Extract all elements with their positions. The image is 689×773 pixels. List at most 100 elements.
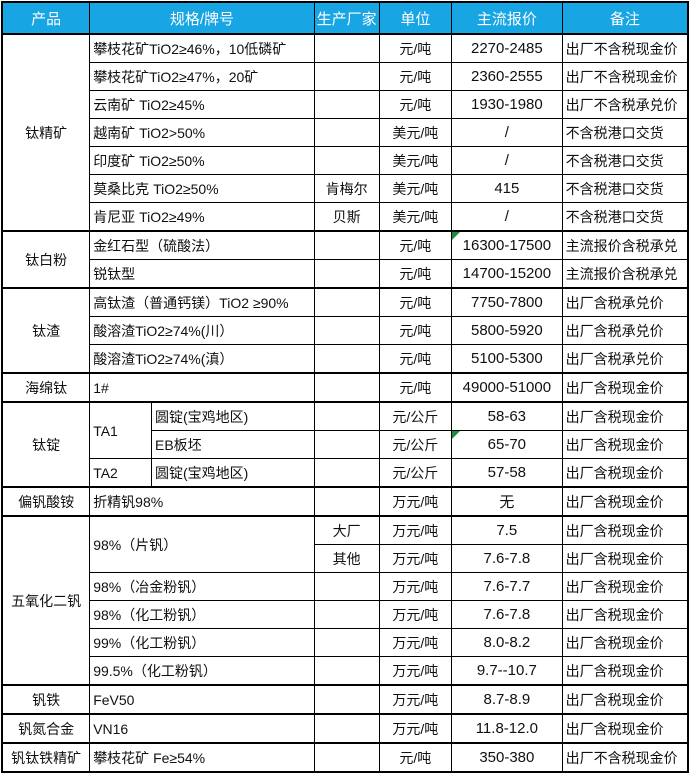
cell-note: 出厂含税现金价 — [561, 684, 689, 715]
table-row: 99.5%（化工粉钒） 万元/吨 9.7--10.7 出厂含税现金价 — [2, 656, 689, 686]
cell-price: 8.7-8.9 — [451, 684, 563, 715]
cell-spec: 印度矿 TiO2≥50% — [89, 146, 315, 175]
cell-price: 7750-7800 — [451, 287, 563, 317]
cell-unit: 元/吨 — [378, 230, 453, 260]
cell-note: 主流报价含税承兑 — [561, 259, 689, 289]
table-row: TA2 圆锭(宝鸡地区) 元/公斤 57-58 出厂含税现金价 — [2, 458, 689, 488]
cell-price: 49000-51000 — [451, 372, 563, 403]
cell-unit: 元/吨 — [378, 344, 453, 374]
cell-price: 65-70 — [451, 430, 563, 459]
cell-price: 14700-15200 — [451, 259, 563, 289]
cell-product: 钛锭 — [1, 401, 91, 488]
table-row: 偏钒酸铵 折精钒98% 万元/吨 无 出厂含税现金价 — [1, 486, 689, 517]
cell-price: / — [451, 202, 563, 232]
cell-unit: 元/吨 — [378, 742, 453, 773]
cell-unit: 元/吨 — [378, 259, 453, 289]
cell-grade: TA1 — [89, 401, 152, 459]
cell-maker — [313, 628, 380, 657]
table-row: 99%（化工粉钒） 万元/吨 8.0-8.2 出厂含税现金价 — [2, 628, 689, 657]
col-header-unit: 单位 — [378, 1, 453, 35]
table-row: 五氧化二钒 98%（片钒） 大厂 万元/吨 7.5 出厂含税现金价 — [1, 515, 689, 686]
cell-note: 出厂含税现金价 — [561, 515, 689, 545]
cell-unit: 元/吨 — [378, 33, 453, 63]
cell-price: 350-380 — [451, 742, 563, 773]
cell-maker — [313, 401, 380, 431]
table-row: 攀枝花矿TiO2≥47%，20矿 元/吨 2360-2555 出厂不含税现金价 — [2, 62, 689, 91]
table-row: 98%（化工粉钒） 万元/吨 7.6-7.8 出厂含税现金价 — [2, 600, 689, 629]
col-header-price: 主流报价 — [451, 1, 563, 35]
cell-note: 出厂含税承兑价 — [561, 344, 689, 374]
cell-spec: 越南矿 TiO2>50% — [89, 118, 315, 147]
cell-spec: 攀枝花矿TiO2≥47%，20矿 — [89, 62, 315, 91]
cell-price: 57-58 — [451, 458, 563, 488]
table-row: 锐钛型 元/吨 14700-15200 主流报价含税承兑 — [2, 259, 689, 289]
table-header-row: 产品 规格/牌号 生产厂家 单位 主流报价 备注 — [1, 1, 689, 35]
cell-spec: 1# — [89, 372, 315, 403]
cell-unit: 万元/吨 — [378, 684, 453, 715]
cell-unit: 美元/吨 — [378, 146, 453, 175]
cell-spec: 攀枝花矿TiO2≥46%，10低磷矿 — [89, 33, 315, 63]
cell-product: 钒钛铁精矿 — [1, 742, 91, 773]
cell-maker — [313, 430, 380, 459]
cell-note: 出厂不含税现金价 — [561, 62, 689, 91]
cell-note: 不含税港口交货 — [561, 202, 689, 232]
cell-maker — [313, 372, 380, 403]
cell-note: 出厂含税现金价 — [561, 628, 689, 657]
cell-price: 58-63 — [451, 401, 563, 431]
cell-price: 415 — [451, 174, 563, 203]
cell-product: 钛精矿 — [1, 33, 91, 232]
cell-unit: 元/吨 — [378, 287, 453, 317]
cell-note: 出厂含税现金价 — [561, 401, 689, 431]
cell-note: 出厂不含税现金价 — [561, 742, 689, 773]
cell-price: / — [451, 118, 563, 147]
cell-note: 出厂含税现金价 — [561, 544, 689, 573]
cell-note: 不含税港口交货 — [561, 174, 689, 203]
cell-maker — [313, 287, 380, 317]
table-row: 海绵钛 1# 元/吨 49000-51000 出厂含税现金价 — [1, 372, 689, 403]
cell-price: 7.6-7.8 — [451, 544, 563, 573]
cell-spec: 99%（化工粉钒） — [89, 628, 315, 657]
cell-unit: 万元/吨 — [378, 544, 453, 573]
cell-product: 钒铁 — [1, 684, 91, 715]
cell-price: 8.0-8.2 — [451, 628, 563, 657]
cell-unit: 元/吨 — [378, 62, 453, 91]
cell-maker: 贝斯 — [313, 202, 380, 232]
cell-maker — [313, 230, 380, 260]
cell-maker — [313, 118, 380, 147]
cell-price: 5800-5920 — [451, 316, 563, 345]
col-header-maker: 生产厂家 — [313, 1, 380, 35]
table-row: 钛渣 高钛渣（普通钙镁）TiO2 ≥90% 元/吨 7750-7800 出厂含税… — [1, 287, 689, 374]
cell-note: 出厂含税承兑价 — [561, 287, 689, 317]
cell-maker — [313, 713, 380, 744]
cell-unit: 美元/吨 — [378, 202, 453, 232]
cell-unit: 万元/吨 — [378, 628, 453, 657]
table-row: 莫桑比克 TiO2≥50% 肯梅尔 美元/吨 415 不含税港口交货 — [2, 174, 689, 203]
table-row: 钒铁 FeV50 万元/吨 8.7-8.9 出厂含税现金价 — [1, 684, 689, 715]
cell-price: 7.6-7.7 — [451, 572, 563, 601]
table-row: 肯尼亚 TiO2≥49% 贝斯 美元/吨 / 不含税港口交货 — [2, 202, 689, 232]
cell-spec: 98%（片钒） — [89, 515, 315, 573]
cell-note: 出厂含税现金价 — [561, 572, 689, 601]
cell-product: 钛渣 — [1, 287, 91, 374]
cell-note: 出厂含税现金价 — [561, 458, 689, 488]
cell-maker — [313, 486, 380, 517]
cell-price: 7.6-7.8 — [451, 600, 563, 629]
table-row: EB板坯 元/公斤 65-70 出厂含税现金价 — [2, 430, 689, 459]
cell-unit: 元/吨 — [378, 316, 453, 345]
cell-maker — [313, 742, 380, 773]
table-row: 98%（冶金粉钒） 万元/吨 7.6-7.7 出厂含税现金价 — [2, 572, 689, 601]
cell-unit: 元/吨 — [378, 372, 453, 403]
cell-note: 出厂含税现金价 — [561, 372, 689, 403]
cell-price: 2270-2485 — [451, 33, 563, 63]
cell-maker — [313, 146, 380, 175]
cell-spec: 99.5%（化工粉钒） — [89, 656, 315, 686]
cell-note: 出厂含税承兑价 — [561, 316, 689, 345]
table-row: 越南矿 TiO2>50% 美元/吨 / 不含税港口交货 — [2, 118, 689, 147]
cell-grade: TA2 — [89, 458, 152, 488]
cell-spec: 圆锭(宝鸡地区) — [151, 458, 315, 488]
table-row: 钒钛铁精矿 攀枝花矿 Fe≥54% 元/吨 350-380 出厂不含税现金价 — [1, 742, 689, 773]
cell-maker — [313, 572, 380, 601]
cell-unit: 元/吨 — [378, 90, 453, 119]
cell-note: 出厂不含税承兑价 — [561, 90, 689, 119]
